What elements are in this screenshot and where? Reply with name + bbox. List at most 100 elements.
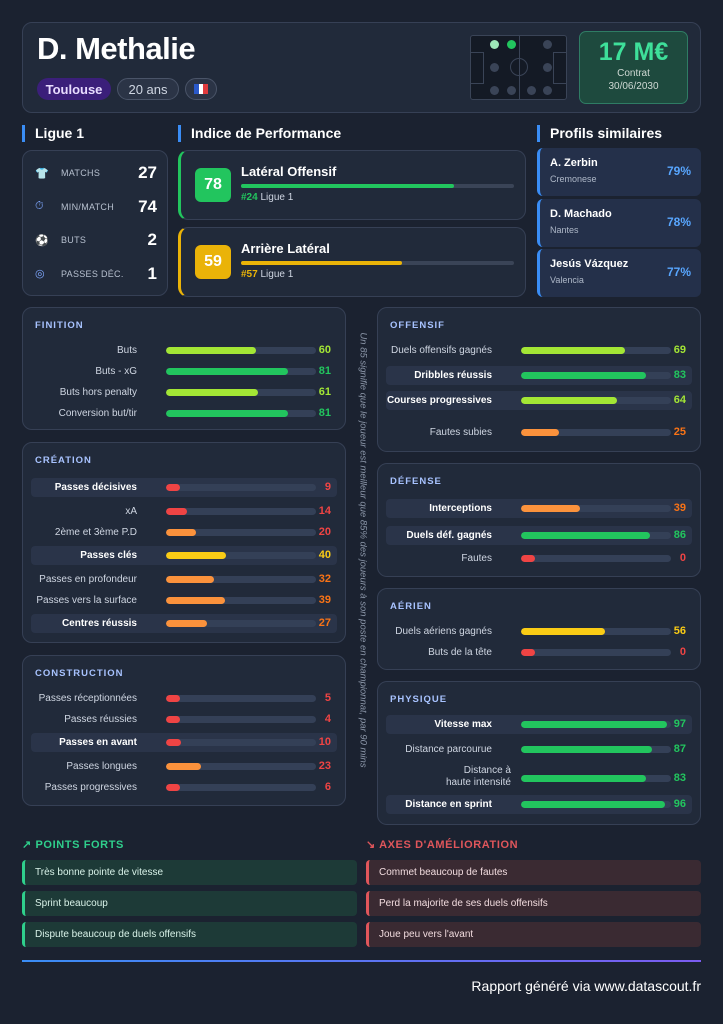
stat-label: Passes décisives [54, 482, 137, 493]
trend-up-icon: ↗ [22, 839, 36, 851]
trend-down-icon: ↘ [366, 839, 380, 851]
similar-player-name: A. Zerbin [550, 157, 598, 169]
stat-label: Distance à haute intensité [445, 765, 511, 788]
stat-bar [166, 784, 316, 791]
stat-label: Centres réussis [61, 618, 137, 629]
performance-index-card: 78 Latéral Offensif #24 Ligue 1 [178, 150, 526, 220]
stat-label: Duels déf. gagnés [406, 530, 492, 541]
similar-player-club: Nantes [550, 224, 579, 235]
performance-bar [241, 184, 514, 188]
stat-value: 32 [318, 573, 331, 585]
similar-profile-card[interactable]: A. Zerbin Cremonese 79% [537, 148, 701, 196]
stat-row: Buts hors penalty 61 [31, 383, 337, 402]
stat-value: 40 [318, 549, 331, 561]
section-title: OFFENSIF [390, 320, 445, 331]
stat-row: Distance en sprint 96 [386, 795, 692, 814]
construction-card: CONSTRUCTION Passes réceptionnées 5 Passes… [22, 655, 346, 806]
stat-value: 81 [318, 407, 331, 419]
stat-row: Passes vers la surface 39 [31, 591, 337, 610]
stat-value: 39 [673, 502, 686, 514]
stat-label: Passes en profondeur [39, 574, 137, 585]
stat-row: Buts - xG 81 [31, 362, 337, 381]
similarity-percent: 79% [666, 164, 691, 178]
stat-label: Distance parcourue [405, 744, 492, 755]
creation-card: CRÉATION Passes décisives 9 xA 14 2ème et 3… [22, 442, 346, 643]
stat-bar [521, 429, 671, 436]
strengths-title: ↗ POINTS FORTS [22, 839, 124, 851]
stat-value: 87 [673, 743, 686, 755]
stat-value: 4 [324, 713, 331, 725]
stat-label: Buts - xG [95, 366, 137, 377]
stat-row: Duels déf. gagnés 86 [386, 526, 692, 545]
position-dot-active [490, 40, 499, 49]
stat-row: Duels aériens gagnés 56 [386, 622, 692, 641]
stat-bar [521, 649, 671, 656]
physique-card: PHYSIQUE Vitesse max 97 Distance parcourue… [377, 681, 701, 825]
market-value-box: 17 M€ Contrat 30/06/2030 [579, 31, 688, 104]
strength-item: Très bonne pointe de vitesse [22, 860, 357, 885]
stat-bar [521, 372, 671, 379]
stat-value: 83 [673, 772, 686, 784]
stat-bar [166, 347, 316, 354]
club-badge: Toulouse [37, 78, 111, 100]
stat-row: Conversion but/tir 81 [31, 404, 337, 423]
stat-bar [166, 620, 316, 627]
performance-rank: #24 Ligue 1 [241, 192, 294, 203]
similarity-percent: 77% [666, 265, 691, 279]
league-stat-value: 2 [147, 230, 157, 249]
stat-value: 5 [324, 692, 331, 704]
section-title: CRÉATION [35, 455, 92, 466]
stat-value: 97 [673, 718, 686, 730]
stat-label: Duels offensifs gagnés [391, 345, 492, 356]
section-title: DÉFENSE [390, 476, 442, 487]
stat-value: 14 [318, 505, 331, 517]
stat-label: Duels aériens gagnés [395, 626, 492, 637]
performance-bar [241, 261, 514, 265]
performance-score-badge: 59 [195, 245, 231, 279]
stat-bar [521, 801, 671, 808]
market-value: 17 M€ [598, 38, 669, 66]
stat-row: Passes clés 40 [31, 546, 337, 565]
stat-bar [166, 763, 316, 770]
player-header: D. Methalie Toulouse 20 ans 17 M€ Contra… [22, 22, 701, 113]
stat-row: Passes réceptionnées 5 [31, 689, 337, 708]
section-title: PHYSIQUE [390, 694, 448, 705]
stat-value: 6 [324, 781, 331, 793]
stat-value: 39 [318, 594, 331, 606]
similar-player-name: D. Machado [550, 207, 612, 220]
stat-value: 81 [318, 365, 331, 377]
percentile-note: Un 85 signifie que le joueur est meilleu… [357, 332, 369, 768]
stat-row: 2ème et 3ème P.D 20 [31, 523, 337, 542]
performance-role: Latéral Offensif [241, 164, 337, 179]
position-dot [490, 63, 499, 72]
performance-score-badge: 78 [195, 168, 231, 202]
stat-label: Passes réussies [64, 714, 137, 725]
stat-value: 60 [318, 344, 331, 356]
stat-value: 64 [673, 394, 686, 406]
league-stat-label: MIN/MATCH [61, 201, 115, 212]
similar-player-club: Cremonese [550, 174, 597, 184]
stat-label: Conversion but/tir [58, 408, 137, 419]
similar-title: Profils similaires [537, 125, 662, 142]
stat-row: Passes longues 23 [31, 757, 337, 776]
stat-bar [166, 716, 316, 723]
strength-item: Dispute beaucoup de duels offensifs [22, 922, 357, 947]
stat-label: Buts de la tête [428, 647, 492, 658]
similar-profile-card[interactable]: Jesús Vázquez Valencia 77% [537, 249, 701, 297]
aerien-card: AÉRIEN Duels aériens gagnés 56 Buts de la … [377, 588, 701, 670]
position-dot [490, 86, 499, 95]
jersey-icon: 👕 [35, 167, 49, 180]
strength-item: Sprint beaucoup [22, 891, 357, 916]
stat-bar [166, 739, 316, 746]
improvement-item: Joue peu vers l'avant [366, 922, 701, 947]
stat-row: Dribbles réussis 83 [386, 366, 692, 385]
league-stat-row: ◎ PASSES DÉC. 1 [35, 262, 157, 286]
similar-profile-card[interactable]: D. Machado Nantes 78% [537, 198, 701, 247]
stat-label: Courses progressives [386, 395, 492, 406]
stat-label: Buts hors penalty [59, 387, 137, 398]
stat-value: 61 [318, 386, 331, 398]
stat-value: 23 [318, 760, 331, 772]
stat-label: Passes en avant [59, 737, 137, 748]
stat-value: 0 [679, 552, 686, 564]
league-stats-card: 👕 MATCHS 27 ⏱ MIN/MATCH 74 ⚽ BUTS 2 ◎ PASSES DÉC. 1 [22, 150, 168, 296]
